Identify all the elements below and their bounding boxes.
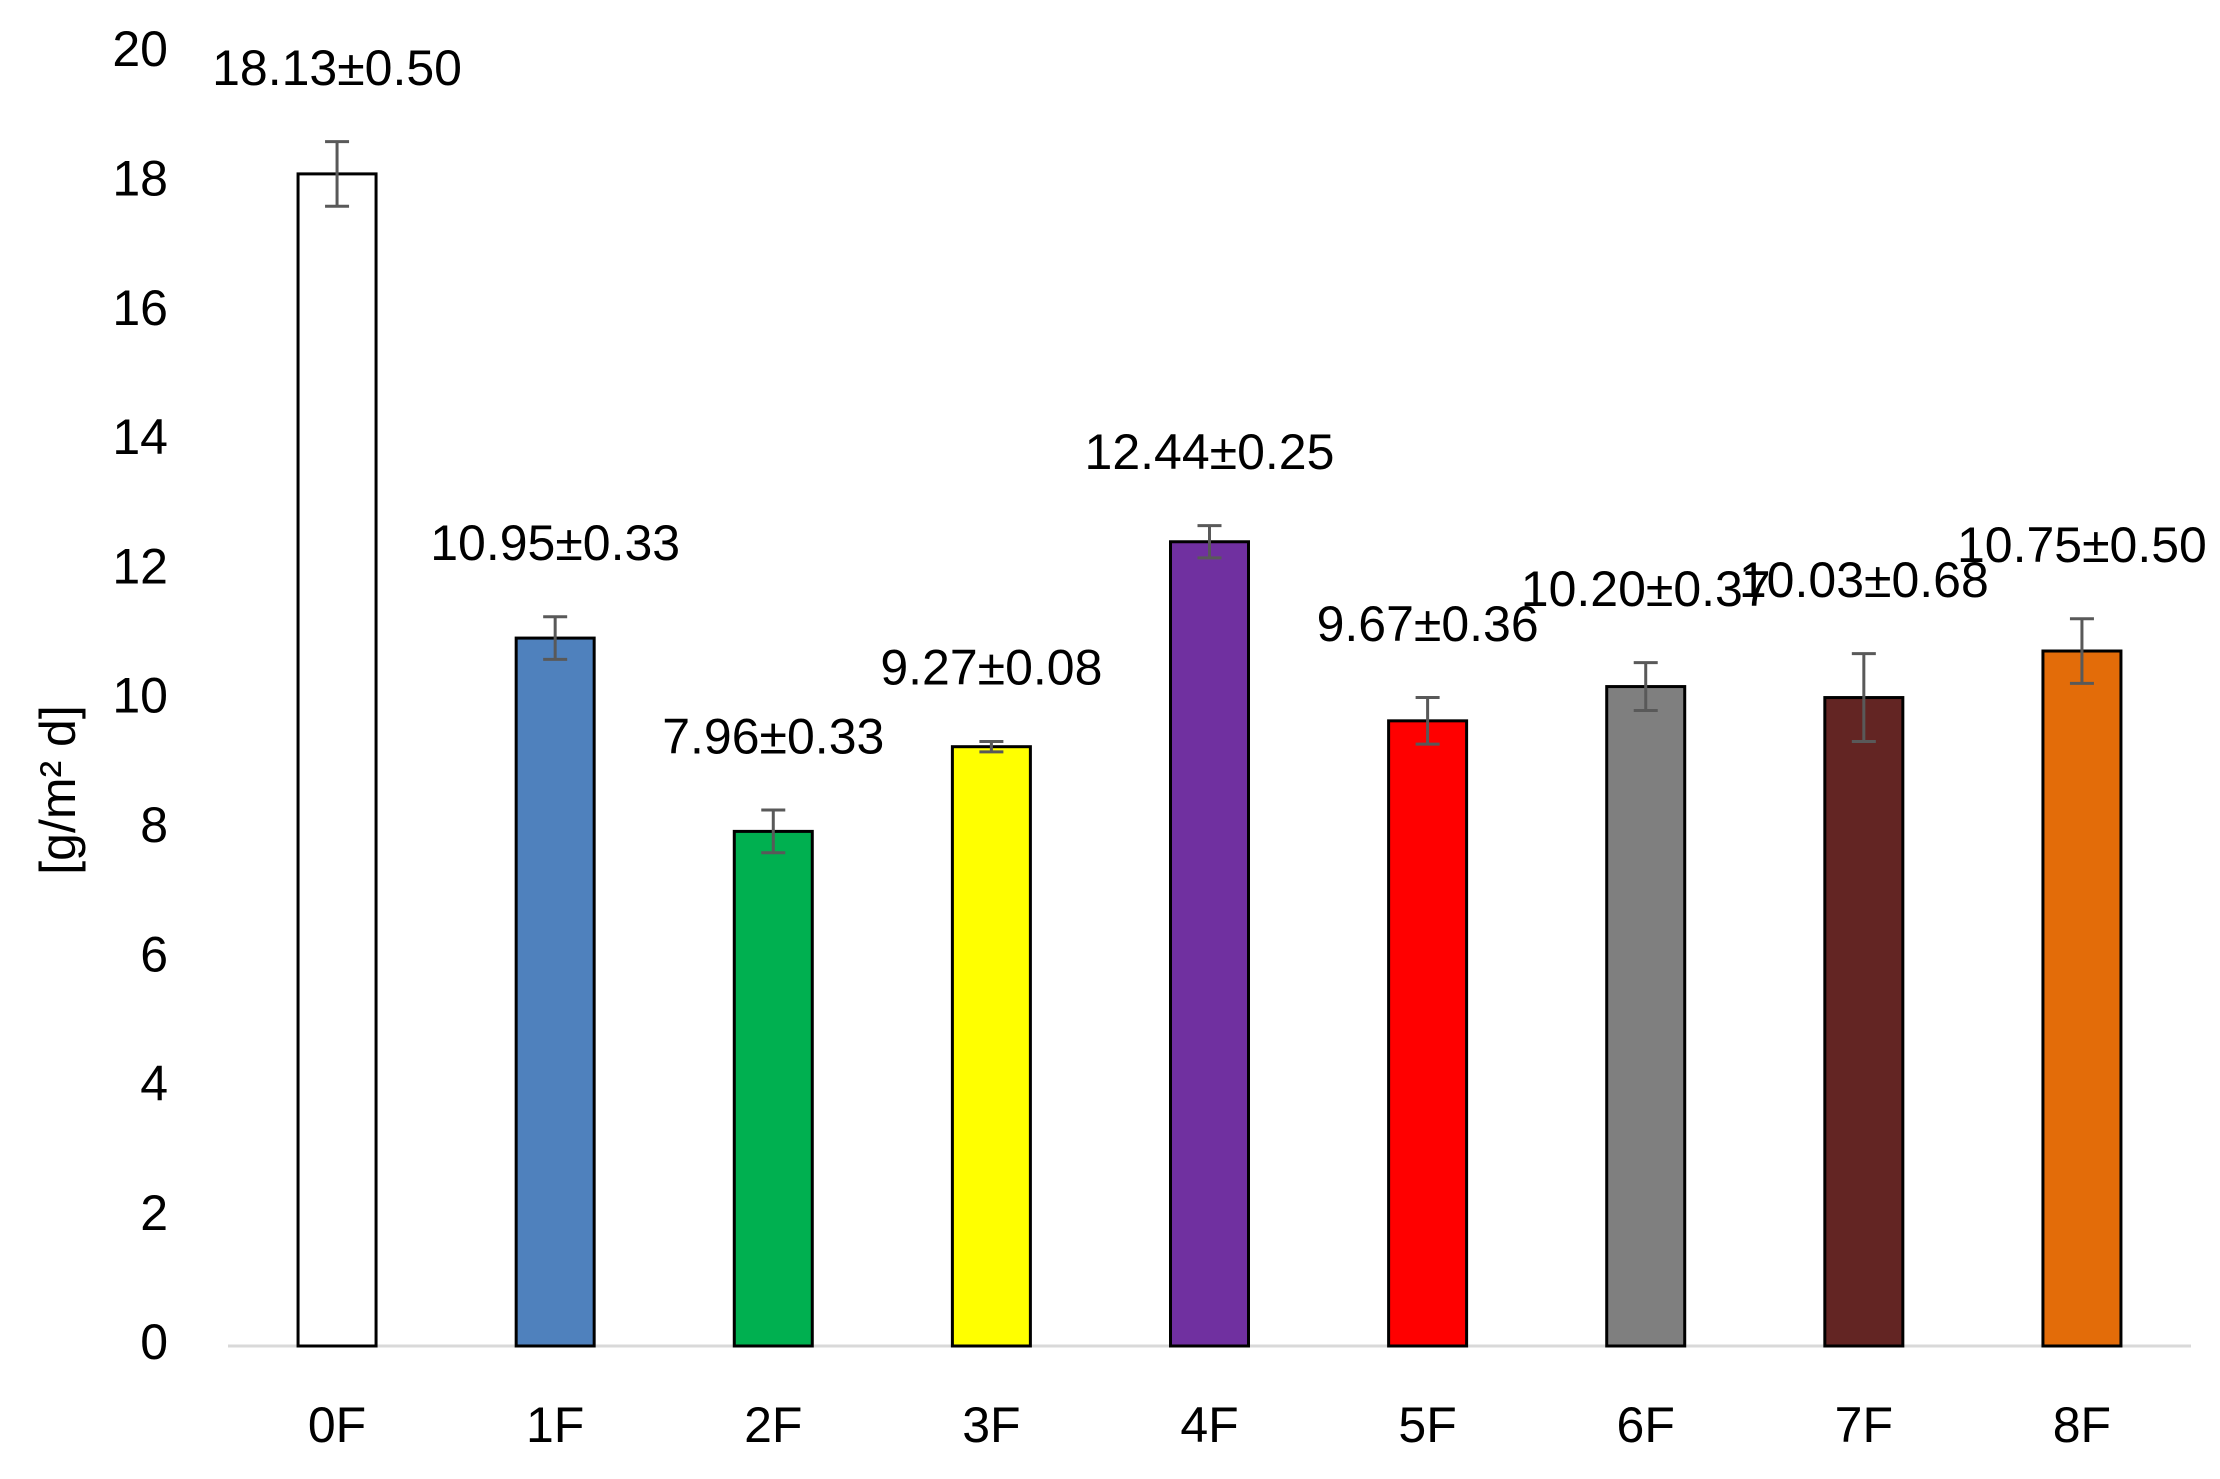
bar (1387, 719, 1469, 1348)
bar (732, 829, 814, 1348)
bar (1169, 540, 1250, 1348)
x-tick-label: 3F (962, 1397, 1020, 1453)
error-bar (1197, 524, 1222, 560)
bar (514, 636, 596, 1348)
y-tick-label: 14 (112, 409, 168, 465)
y-tick-label: 12 (112, 538, 168, 594)
error-bar (979, 740, 1004, 754)
x-tick-label: 5F (1398, 1397, 1456, 1453)
x-tick-label: 1F (526, 1397, 584, 1453)
data-label: 10.95±0.33 (430, 515, 680, 571)
y-tick-label: 16 (112, 280, 168, 336)
bar (2041, 649, 2123, 1348)
y-tick-label: 2 (140, 1185, 168, 1241)
data-label: 12.44±0.25 (1085, 424, 1335, 480)
x-tick-label: 0F (308, 1397, 366, 1453)
x-tick-label: 7F (1835, 1397, 1893, 1453)
y-tick-label: 6 (140, 926, 168, 982)
data-label: 18.13±0.50 (212, 40, 462, 96)
error-bar (1851, 652, 1876, 744)
error-bar (761, 808, 786, 855)
y-tick-label: 18 (112, 151, 168, 207)
x-tick-label: 4F (1180, 1397, 1238, 1453)
y-axis-label: [g/m² d] (30, 705, 86, 874)
bar (1823, 696, 1905, 1348)
x-tick-label: 6F (1617, 1397, 1675, 1453)
error-bar (1415, 696, 1440, 746)
bar (950, 745, 1032, 1348)
error-bar (2069, 617, 2094, 685)
bar (296, 172, 378, 1348)
x-tick-label: 2F (744, 1397, 802, 1453)
error-bar (325, 140, 350, 208)
y-tick-label: 20 (112, 21, 168, 77)
error-bar (543, 615, 568, 661)
data-label: 10.03±0.68 (1739, 552, 1989, 608)
y-tick-label: 10 (112, 668, 168, 724)
y-tick-label: 4 (140, 1056, 168, 1112)
data-label: 9.67±0.36 (1317, 596, 1539, 652)
x-tick-label: 8F (2053, 1397, 2111, 1453)
y-tick-label: 8 (140, 797, 168, 853)
y-tick-label: 0 (140, 1314, 168, 1370)
bar (1605, 685, 1687, 1348)
data-label: 10.20±0.37 (1521, 561, 1771, 617)
error-bar (1633, 661, 1658, 712)
data-label: 10.75±0.50 (1957, 517, 2207, 573)
data-label: 7.96±0.33 (662, 708, 884, 764)
data-label: 9.27±0.08 (880, 640, 1102, 696)
